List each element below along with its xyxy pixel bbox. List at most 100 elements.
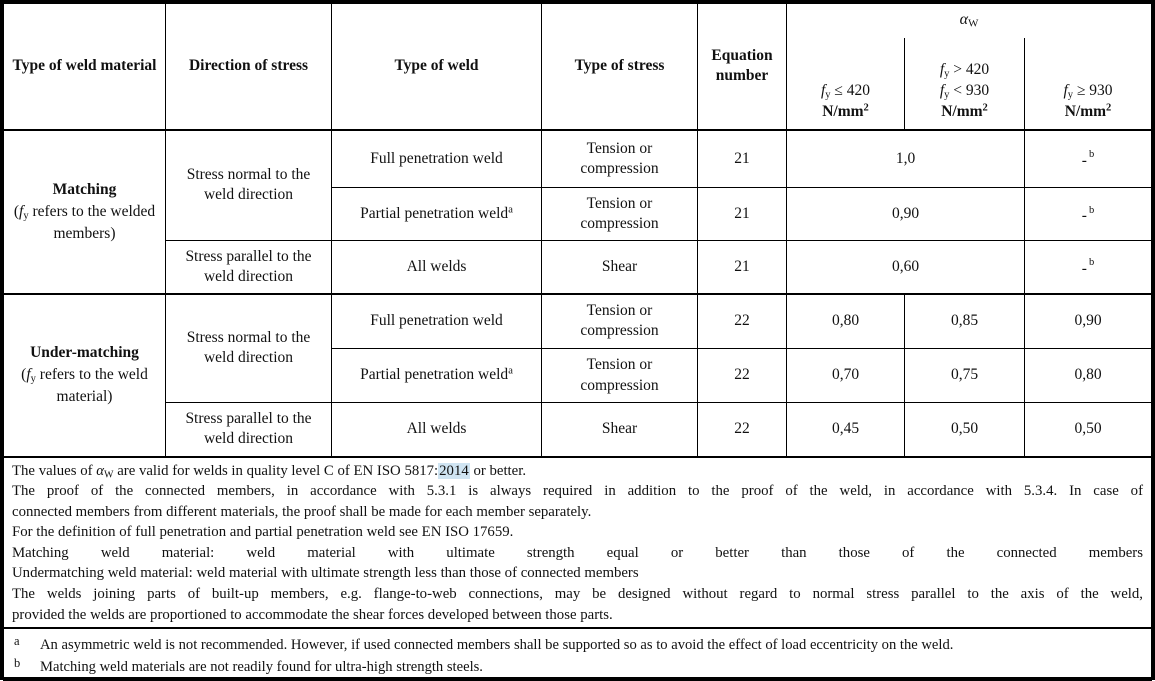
fy-condition: ≤ 420 — [830, 81, 871, 99]
alpha-value-cell: 0,80 — [786, 292, 905, 349]
unit-label: N/mm — [822, 102, 864, 120]
fy-subscript: y — [944, 68, 950, 80]
note-definition: For the definition of full penetration a… — [12, 524, 514, 541]
header-row-subcols: fy ≤ 420 N/mm2 fy > 420 fy < 930 N/mm2 f… — [4, 37, 1152, 130]
alpha-value-cell: 0,90 — [1024, 292, 1152, 349]
weld-type-cell: Full penetration weld — [331, 128, 542, 188]
notes-row: The values of αW are valid for welds in … — [3, 455, 1152, 629]
equation-number-cell: 21 — [697, 187, 787, 241]
direction-cell: Stress parallel to the weld direction — [165, 402, 332, 457]
footnotes-row: a An asymmetric weld is not recommended. … — [3, 627, 1152, 681]
footnote-a: a An asymmetric weld is not recommended. … — [12, 634, 1143, 656]
weld-material-alpha-w-table: Type of weld material Direction of stres… — [3, 3, 1152, 681]
alpha-value-cell: 0,45 — [786, 402, 905, 457]
unit-label: N/mm — [1064, 102, 1107, 120]
stress-type-cell: Tension or compression — [541, 292, 698, 349]
note-undermatching-definition: Undermatching weld material: weld materi… — [12, 565, 639, 582]
notes-block: The values of αW are valid for welds in … — [3, 455, 1152, 629]
alpha-value-dash-cell: -b — [1024, 240, 1152, 294]
group-name: Matching — [52, 180, 117, 198]
table-row: Under-matching (fy refers to the weld ma… — [3, 292, 1152, 457]
direction-cell: Stress normal to the weld direction — [165, 128, 332, 241]
group-name: Under-matching — [30, 344, 139, 361]
header-fy-le-420: fy ≤ 420 N/mm2 — [786, 37, 905, 130]
fy-symbol: f — [19, 202, 24, 220]
table-row: Partial penetration welda Tension or com… — [4, 348, 1152, 403]
stress-type-cell: Tension or compression — [541, 187, 698, 241]
alpha-value-cell: 0,50 — [1024, 402, 1152, 457]
header-type-of-weld: Type of weld — [331, 3, 542, 130]
alpha-subscript: W — [968, 18, 979, 31]
header-type-of-stress: Type of stress — [541, 3, 698, 130]
search-highlight: 2014 — [438, 462, 470, 479]
footnote-b: b Matching weld materials are not readily… — [12, 656, 1143, 678]
equation-number-cell: 22 — [697, 402, 787, 457]
fy-symbol: f — [1063, 81, 1068, 99]
alpha-value-merged-cell: 1,0 — [786, 128, 1025, 188]
group-cell-matching: Matching (fy refers to the welded member… — [3, 128, 166, 294]
fy-condition: ≥ 930 — [1073, 81, 1113, 99]
note-builtup-line1: The welds joining parts of built-up memb… — [12, 586, 1143, 603]
note-alpha-validity: The values of αW are valid for welds in … — [12, 462, 527, 481]
alpha-value-cell: 0,80 — [1024, 348, 1152, 403]
alpha-value-dash-cell: -b — [1024, 128, 1152, 188]
unit-label: N/mm — [941, 102, 983, 120]
note-proof-line1: The proof of the connected members, in a… — [12, 483, 1143, 500]
weld-type-cell: Partial penetration welda — [331, 348, 542, 403]
fy-symbol: f — [939, 60, 945, 78]
equation-number-cell: 21 — [697, 128, 787, 188]
alpha-value-cell: 0,85 — [904, 292, 1025, 349]
unit-exponent: 2 — [863, 102, 869, 114]
alpha-value-cell: 0,50 — [904, 402, 1025, 457]
fy-subscript: y — [944, 89, 950, 101]
stress-type-cell: Tension or compression — [541, 128, 698, 188]
header-fy-between-420-930: fy > 420 fy < 930 N/mm2 — [904, 37, 1025, 130]
fy-symbol: f — [820, 81, 826, 99]
alpha-value-cell: 0,70 — [786, 348, 905, 403]
fy-symbol: f — [939, 81, 945, 99]
stress-type-cell: Tension or compression — [541, 348, 698, 403]
weld-type-cell: Partial penetration welda — [331, 187, 542, 241]
group-cell-under-matching: Under-matching (fy refers to the weld ma… — [3, 292, 166, 457]
fy-subscript: y — [825, 89, 831, 101]
alpha-symbol: α — [959, 11, 969, 29]
direction-cell: Stress normal to the weld direction — [165, 292, 332, 403]
header-fy-ge-930: fy ≥ 930 N/mm2 — [1024, 37, 1152, 130]
table-row: Partial penetration welda Tension or com… — [4, 187, 1152, 241]
equation-number-cell: 21 — [697, 240, 787, 294]
header-alpha-w-group: αW — [786, 3, 1152, 38]
unit-exponent: 2 — [1106, 102, 1112, 114]
alpha-value-cell: 0,75 — [904, 348, 1025, 403]
note-proof-line2: connected members from different materia… — [12, 503, 592, 520]
weld-type-cell: Full penetration weld — [331, 292, 542, 349]
table-row: Stress parallel to the weld direction Al… — [4, 402, 1152, 457]
weld-type-cell: All welds — [331, 240, 542, 294]
alpha-value-merged-cell: 0,90 — [786, 187, 1025, 241]
footnotes-block: a An asymmetric weld is not recommended. … — [3, 627, 1152, 681]
header-row-top: Type of weld material Direction of stres… — [3, 3, 1152, 130]
fy-subscript: y — [1067, 89, 1074, 101]
stress-type-cell: Shear — [541, 402, 698, 457]
direction-cell: Stress parallel to the weld direction — [165, 240, 332, 294]
fy-condition: > 420 — [949, 60, 990, 78]
header-direction-of-stress: Direction of stress — [165, 3, 332, 130]
fy-condition: < 930 — [949, 81, 990, 99]
table-row: Stress parallel to the weld direction Al… — [4, 240, 1152, 294]
footnote-marker: b — [14, 656, 21, 671]
table-row: Matching (fy refers to the welded member… — [3, 128, 1152, 294]
note-builtup-line2: provided the welds are proportioned to a… — [12, 606, 613, 623]
fy-symbol: f — [26, 366, 31, 383]
alpha-value-merged-cell: 0,60 — [786, 240, 1025, 294]
equation-number-cell: 22 — [697, 292, 787, 349]
footnote-marker: a — [14, 634, 20, 649]
note-matching-definition: Matching weld material: weld material wi… — [12, 544, 1143, 561]
alpha-value-dash-cell: -b — [1024, 187, 1152, 241]
header-equation-number: Equation number — [697, 3, 787, 130]
unit-exponent: 2 — [982, 102, 988, 114]
header-type-of-weld-material: Type of weld material — [3, 3, 166, 130]
weld-type-cell: All welds — [331, 402, 542, 457]
alpha-symbol: α — [96, 462, 105, 479]
stress-type-cell: Shear — [541, 240, 698, 294]
equation-number-cell: 22 — [697, 348, 787, 403]
